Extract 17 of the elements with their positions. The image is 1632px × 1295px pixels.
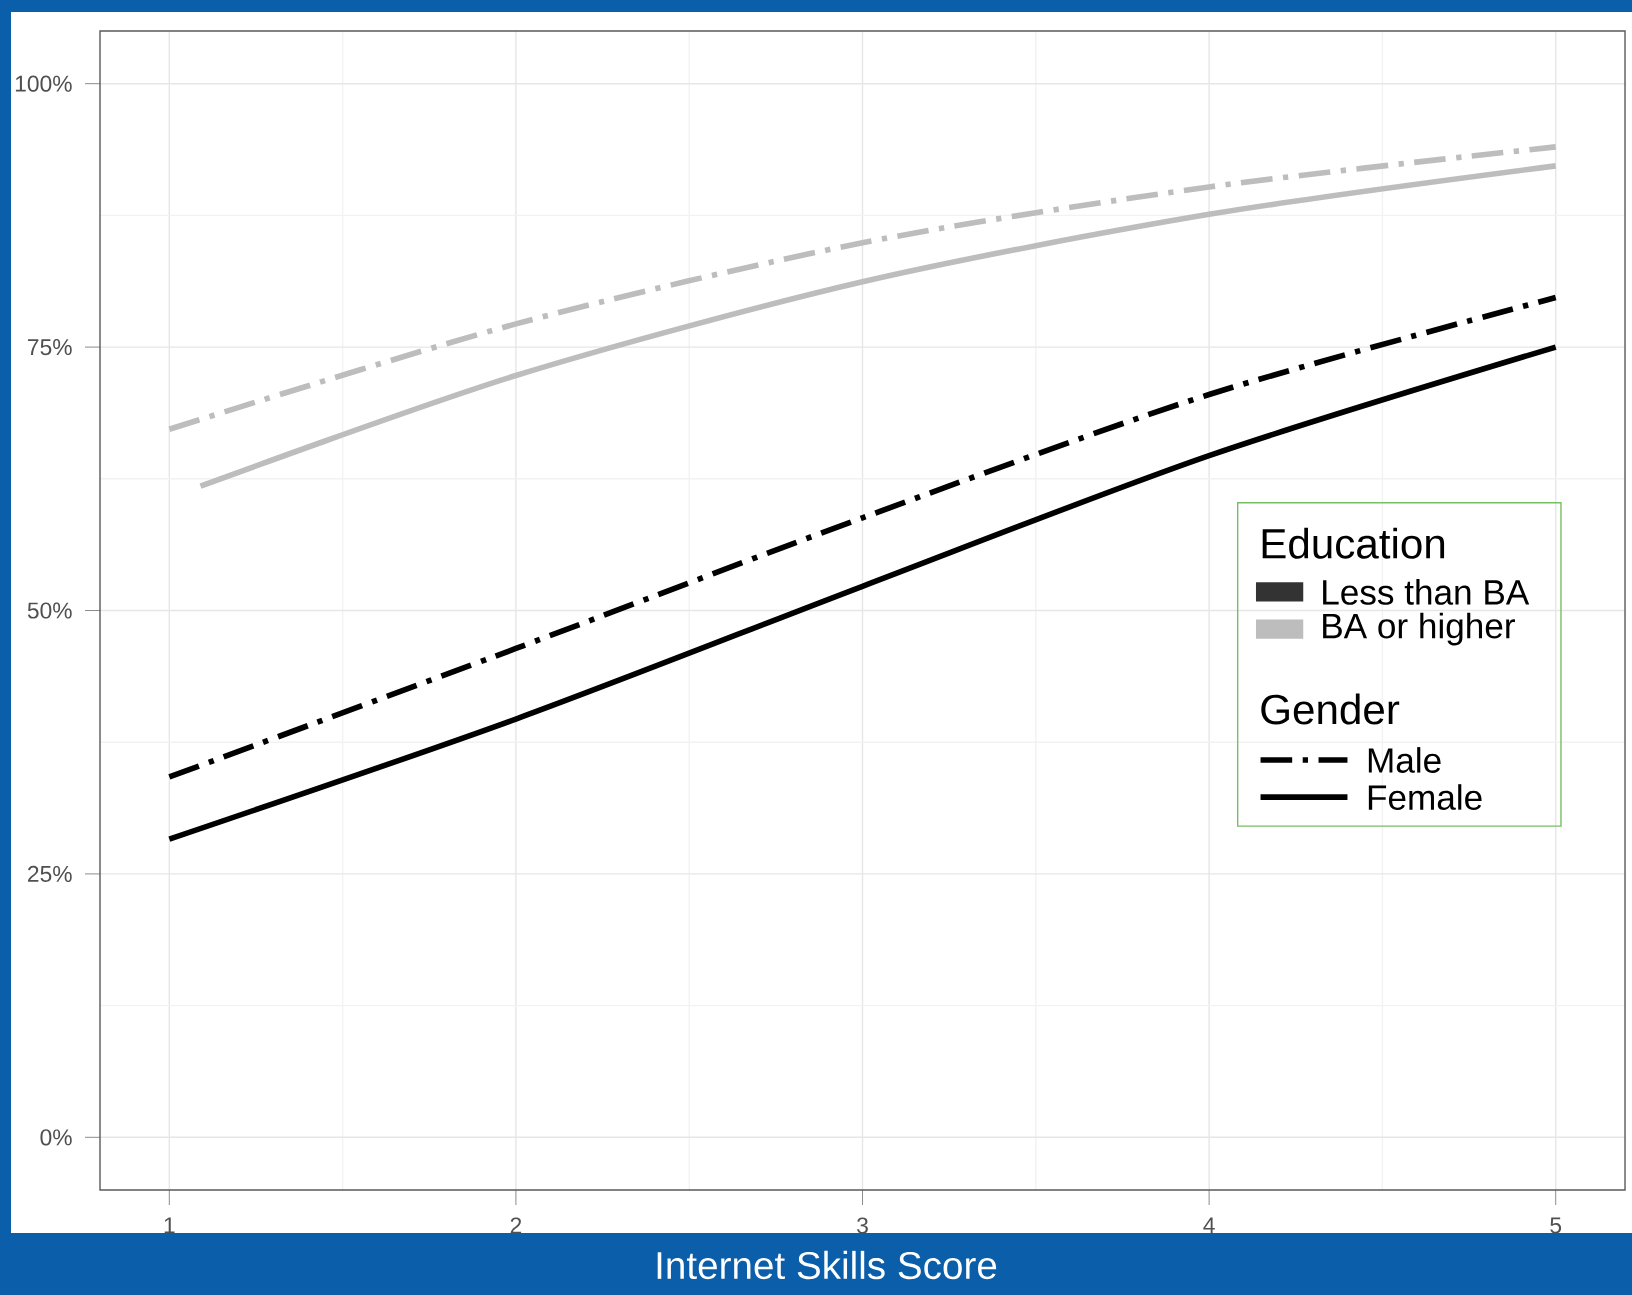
x-tick-label: 3 (857, 1217, 868, 1234)
x-tick-label: 2 (510, 1217, 522, 1234)
y-tick-label: 75% (28, 339, 72, 356)
annotation: Female (1368, 784, 1482, 810)
annotation: Education (1262, 527, 1445, 559)
annotation: Gender (1261, 693, 1400, 725)
y-tick-label: 25% (28, 865, 72, 883)
annotation: BA or higher (1323, 612, 1515, 646)
y-tick-label: 50% (27, 602, 72, 619)
annotation: Less than BA (1323, 579, 1530, 605)
y-tick-label: 100% (15, 75, 72, 92)
y-tick-label: 0% (40, 1129, 72, 1146)
x-tick-label: 4 (1203, 1217, 1215, 1234)
x-tick-label: 5 (1550, 1217, 1562, 1234)
x-axis-title: Internet Skills Score (657, 1250, 997, 1280)
x-tick-label: 1 (164, 1217, 175, 1234)
annotation: Male (1368, 747, 1441, 773)
